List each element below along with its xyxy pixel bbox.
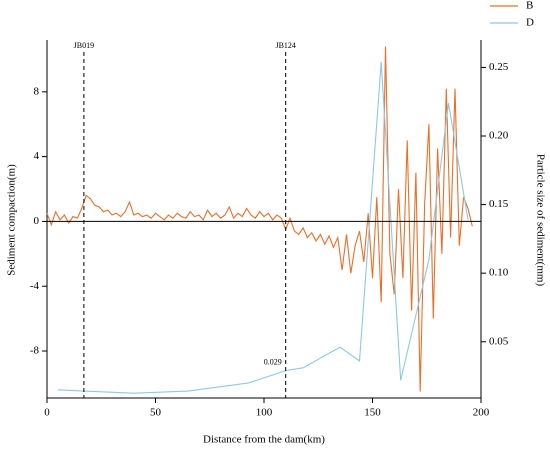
annotation: 0.029 [264,357,282,366]
x-tick-label: 50 [150,407,162,419]
x-tick-label: 0 [44,407,50,419]
y-tick-label: -4 [30,280,40,292]
y-axis-label: Sediment compaction(m) [6,164,18,276]
y-tick-label: 4 [34,150,40,162]
y-tick-label: 8 [34,85,40,97]
legend-label: D [526,17,534,29]
y2-tick-label: 0.20 [489,130,509,142]
y2-tick-label: 0.15 [489,198,509,210]
y-tick-label: 0 [34,215,40,227]
y2-tick-label: 0.25 [489,61,509,73]
y2-tick-label: 0.05 [489,335,509,347]
annotation: JB019 [74,41,94,50]
y2-tick-label: 0.10 [489,267,509,279]
x-tick-label: 200 [473,407,490,419]
x-tick-label: 100 [256,407,273,419]
y2-axis-label: Particle size of sediment(mm) [534,154,546,287]
series-line [46,46,473,392]
y-tick-label: -8 [30,345,40,357]
x-tick-label: 150 [364,407,381,419]
annotation: JB124 [275,41,295,50]
series-line [57,61,469,394]
legend-label: B [526,0,533,12]
x-axis-label: Distance from the dam(km) [203,434,325,446]
